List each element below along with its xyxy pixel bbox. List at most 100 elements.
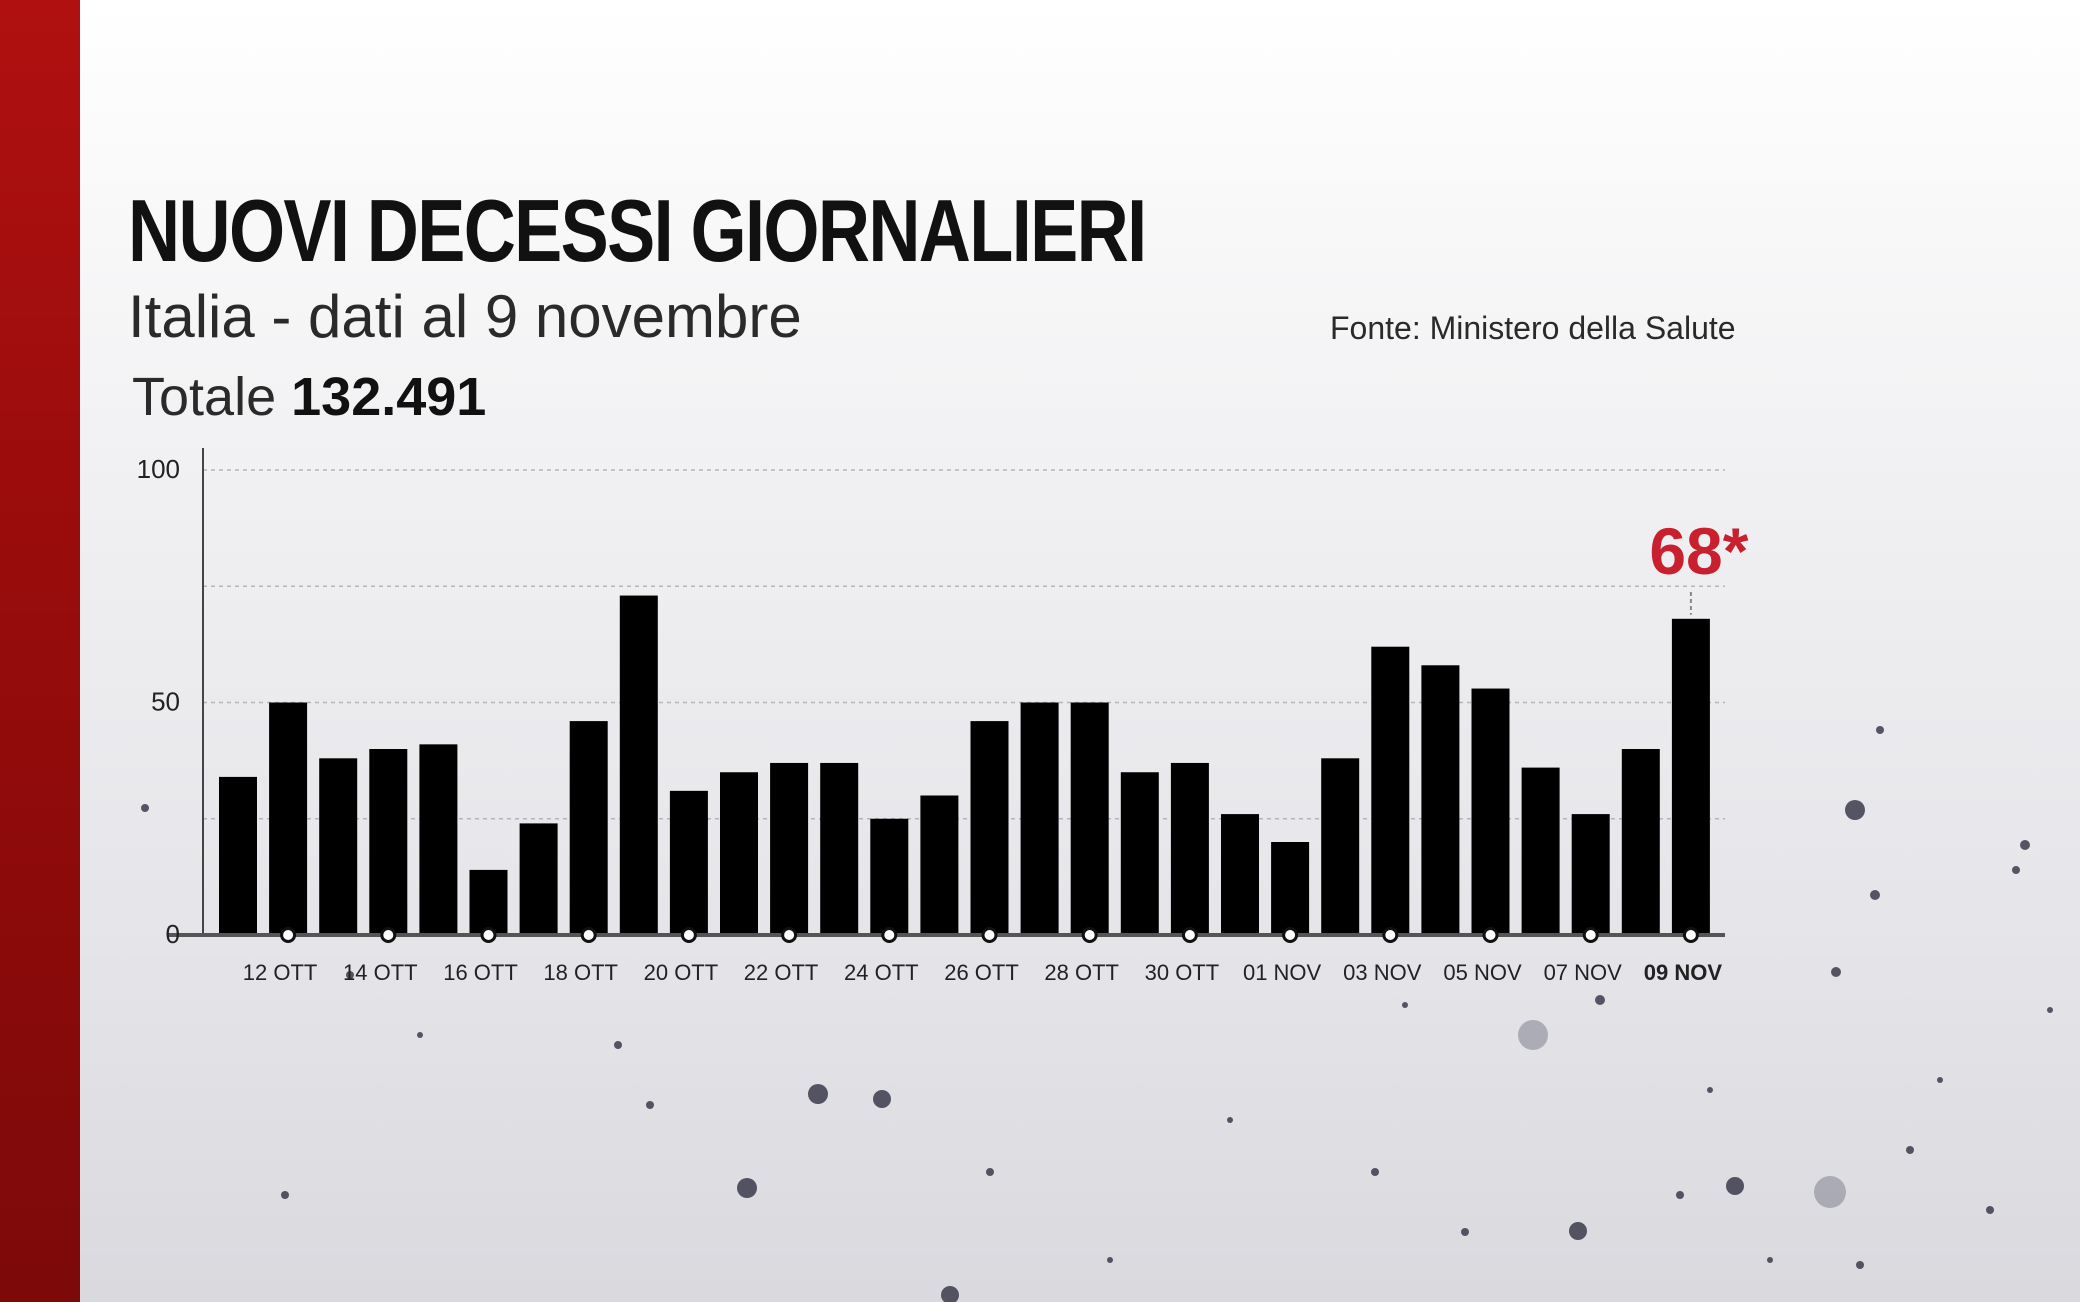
bar (619, 595, 658, 935)
decor-dot (986, 1168, 994, 1176)
decor-dot (1595, 995, 1605, 1005)
x-tick-marker (781, 927, 798, 943)
decor-dot (1906, 1146, 1914, 1154)
bar (770, 762, 809, 935)
decor-dot (141, 804, 149, 812)
decor-dot (1461, 1228, 1469, 1236)
x-tick-label: 30 OTT (1145, 960, 1220, 985)
bar (1471, 688, 1510, 935)
y-tick-label: 100 (137, 454, 180, 484)
gridlines (203, 469, 1725, 820)
x-tick-label: 16 OTT (443, 960, 518, 985)
decor-dot (737, 1178, 757, 1198)
bar (669, 790, 708, 935)
decor-dot (1402, 1002, 1408, 1008)
bar (1321, 758, 1360, 935)
bar (1421, 665, 1460, 935)
x-tick-label: 03 NOV (1343, 960, 1422, 985)
bar (1020, 702, 1059, 935)
bar (269, 702, 308, 935)
bar (1521, 767, 1560, 935)
bar (1271, 842, 1310, 935)
bar (1170, 762, 1209, 935)
decor-dot (1856, 1261, 1864, 1269)
x-tick-marker (881, 927, 898, 943)
decor-dot (1870, 890, 1880, 900)
decor-dot (1676, 1191, 1684, 1199)
x-tick-marker (480, 927, 497, 943)
decor-dot (1227, 1117, 1233, 1123)
x-tick-marker (1682, 927, 1699, 943)
x-tick-label: 09 NOV (1644, 960, 1723, 985)
bar (1120, 772, 1159, 935)
bar (1671, 618, 1710, 935)
decor-dot (1569, 1222, 1587, 1240)
decor-dot (614, 1041, 622, 1049)
x-tick-marker (1582, 927, 1599, 943)
bar (1221, 814, 1259, 935)
x-tick-marker (280, 927, 297, 943)
chart-subtitle: Italia - dati al 9 novembre (128, 283, 802, 350)
decor-dot (346, 971, 354, 979)
bar (920, 795, 959, 935)
x-tick-label: 14 OTT (343, 960, 418, 985)
bar (419, 744, 458, 935)
decor-dot (1845, 800, 1865, 820)
bar (720, 772, 758, 935)
y-tick-label: 0 (166, 919, 180, 949)
annotation-label: 68* (1649, 514, 1748, 588)
bar (319, 758, 358, 935)
bar (1070, 702, 1109, 935)
x-tick-marker (380, 927, 397, 943)
y-tick-labels: 0 50 100 (137, 454, 180, 949)
decor-dot (1726, 1177, 1744, 1195)
decor-dot (1937, 1077, 1943, 1083)
decor-dot (1107, 1257, 1113, 1263)
decor-dot (1831, 967, 1841, 977)
bar (469, 869, 508, 935)
x-tick-marker (1282, 927, 1299, 943)
decor-dot (281, 1191, 289, 1199)
bars (219, 595, 1710, 935)
x-tick-marker (680, 927, 697, 943)
x-tick-marker (1181, 927, 1198, 943)
decor-dot (417, 1032, 423, 1038)
x-tick-label: 07 NOV (1544, 960, 1623, 985)
decor-dot (873, 1090, 891, 1108)
bar (569, 721, 608, 935)
source-note: Fonte: Ministero della Salute (1330, 310, 1736, 346)
decor-dot (2020, 840, 2030, 850)
x-tick-label: 22 OTT (744, 960, 819, 985)
decor-dot (1371, 1168, 1379, 1176)
bar (519, 823, 558, 935)
decorative-dots (141, 726, 2053, 1302)
bar (1371, 646, 1410, 935)
bar (1621, 749, 1660, 935)
x-tick-marker (981, 927, 998, 943)
bar (970, 721, 1009, 935)
decor-dot (2012, 866, 2020, 874)
accent-red-bar (0, 0, 80, 1302)
decor-dot (1767, 1257, 1773, 1263)
total-line: Totale 132.491 (132, 366, 486, 428)
bar (219, 776, 257, 935)
decor-dot (646, 1101, 654, 1109)
bar (1571, 814, 1610, 935)
bar (870, 818, 909, 935)
x-tick-marker (580, 927, 597, 943)
x-tick-label: 20 OTT (644, 960, 719, 985)
decor-dot (1518, 1020, 1548, 1050)
x-tick-label: 01 NOV (1243, 960, 1322, 985)
axes (168, 448, 1725, 937)
decor-dot (1814, 1176, 1846, 1208)
chart-title: NUOVI DECESSI GIORNALIERI (128, 181, 1147, 280)
total-label: Totale (132, 367, 277, 427)
decor-dot (1876, 726, 1884, 734)
x-tick-label: 12 OTT (243, 960, 318, 985)
x-tick-label: 05 NOV (1443, 960, 1522, 985)
x-tick-marker (1482, 927, 1499, 943)
decor-dot (1707, 1087, 1713, 1093)
annotation: 68* (1649, 514, 1749, 615)
y-tick-label: 50 (151, 687, 180, 717)
x-tick-labels: 12 OTT 14 OTT 16 OTT 18 OTT 20 OTT 22 OTT 24 O… (243, 927, 1723, 985)
